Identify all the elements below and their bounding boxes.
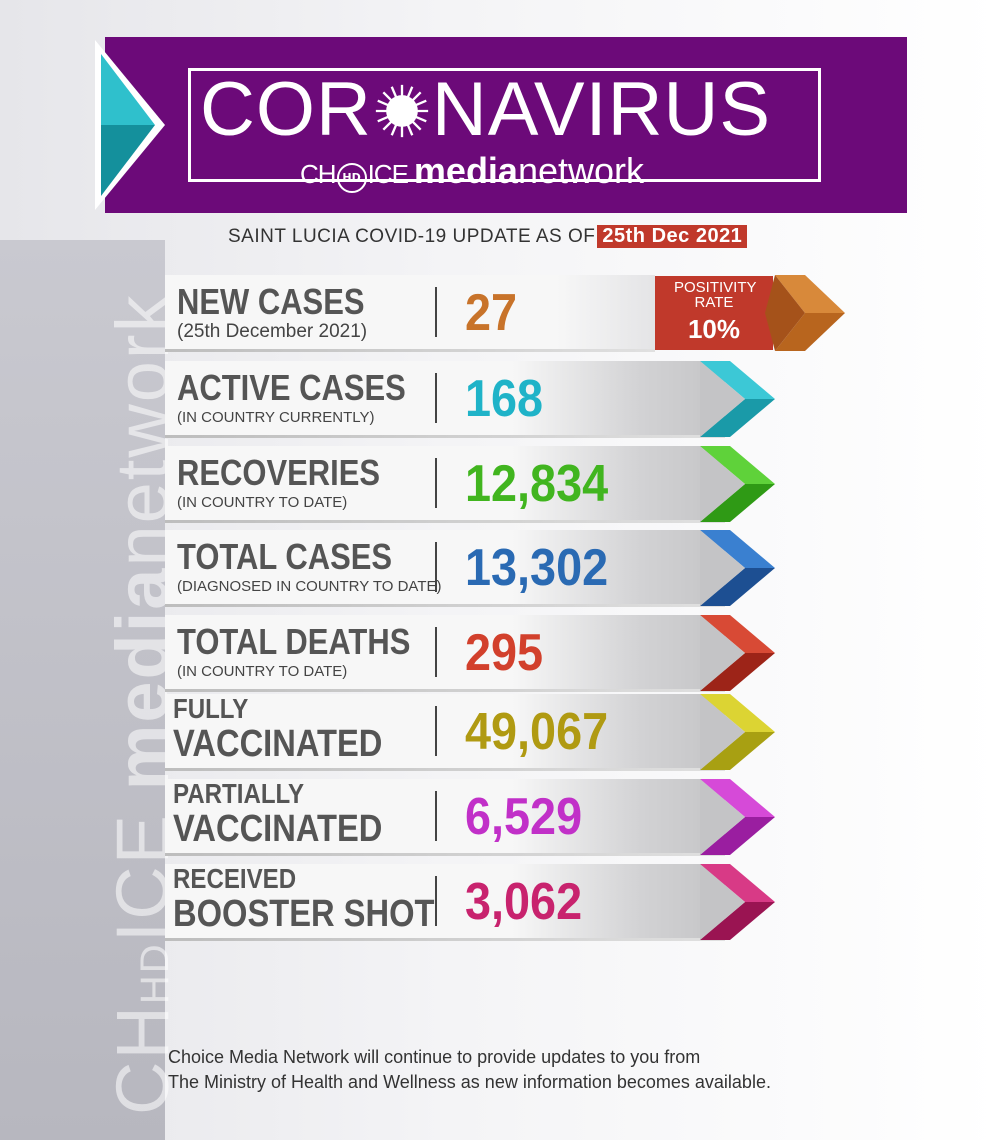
page-title: COR NAVIRUS xyxy=(200,70,810,150)
separator xyxy=(435,627,437,677)
stat-row-recoveries: RECOVERIES (IN COUNTRY TO DATE) 12,834 xyxy=(165,446,785,523)
title-part-1: COR xyxy=(200,67,372,152)
row-background xyxy=(165,446,725,520)
row-background xyxy=(165,361,725,435)
separator xyxy=(435,373,437,423)
row-background xyxy=(165,694,725,768)
brand-choice-a: CH xyxy=(300,159,337,189)
positivity-value: 10% xyxy=(687,314,741,344)
header-banner xyxy=(105,37,907,213)
title-part-2: NAVIRUS xyxy=(431,67,772,152)
update-line: SAINT LUCIA COVID-19 UPDATE AS OF 25th De… xyxy=(228,225,748,249)
chevron-right-icon xyxy=(700,864,775,940)
row-background xyxy=(165,864,725,938)
row-shadow xyxy=(165,604,725,607)
teal-arrow-icon xyxy=(95,40,165,210)
stat-row-partially-vaccinated: PARTIALLY VACCINATED 6,529 xyxy=(165,778,785,856)
watermark-hd: HD xyxy=(133,942,177,1005)
stat-label: TOTAL CASES xyxy=(177,536,393,577)
stat-label-line-2: VACCINATED xyxy=(173,808,383,850)
update-date-badge: 25th Dec 2021 xyxy=(597,225,748,248)
stat-value: 49,067 xyxy=(465,703,609,761)
chevron-right-icon xyxy=(700,615,775,691)
stat-value: 295 xyxy=(465,624,544,682)
stat-value: 27 xyxy=(465,284,518,342)
virus-icon xyxy=(375,84,429,138)
stat-value: 12,834 xyxy=(465,455,609,513)
brand-media: media xyxy=(413,150,518,191)
stat-value: 3,062 xyxy=(465,873,583,931)
stat-sublabel: (DIAGNOSED IN COUNTRY TO DATE) xyxy=(177,578,442,595)
title-frame xyxy=(188,68,821,182)
row-shadow xyxy=(165,349,655,352)
separator xyxy=(435,542,437,592)
stat-label: NEW CASES xyxy=(177,281,365,322)
chevron-right-icon xyxy=(700,446,775,522)
stat-value: 6,529 xyxy=(465,788,583,846)
stat-label: RECOVERIES xyxy=(177,452,381,493)
row-background xyxy=(165,615,725,689)
stat-row-active-cases: ACTIVE CASES (IN COUNTRY CURRENTLY) 168 xyxy=(165,361,785,438)
footer-note: Choice Media Network will continue to pr… xyxy=(168,1045,908,1095)
separator xyxy=(435,791,437,841)
stat-value: 168 xyxy=(465,370,544,428)
stat-sublabel: (25th December 2021) xyxy=(177,321,368,342)
row-background xyxy=(165,530,725,604)
row-background xyxy=(165,275,655,349)
stat-label-line-1: FULLY xyxy=(173,693,249,724)
positivity-label: POSITIVITY RATE xyxy=(674,279,757,311)
stat-sublabel: (IN COUNTRY TO DATE) xyxy=(177,663,348,680)
stat-row-total-cases: TOTAL CASES (DIAGNOSED IN COUNTRY TO DAT… xyxy=(165,530,785,607)
row-shadow xyxy=(165,435,725,438)
stat-row-booster-shot: RECEIVED BOOSTER SHOT 3,062 xyxy=(165,863,785,941)
stat-row-total-deaths: TOTAL DEATHS (IN COUNTRY TO DATE) 295 xyxy=(165,615,785,692)
chevron-right-icon xyxy=(700,530,775,606)
positivity-rate-badge: POSITIVITY RATE 10% xyxy=(655,276,773,350)
hd-badge: HD xyxy=(336,163,367,193)
stat-label-line-1: PARTIALLY xyxy=(173,778,305,809)
chevron-right-icon xyxy=(700,779,775,855)
sidebar-panel xyxy=(0,240,165,1140)
separator xyxy=(435,287,437,337)
row-shadow xyxy=(165,689,725,692)
brand-logo: CH HD ICE medianetwork xyxy=(300,150,720,194)
footer-line-2: The Ministry of Health and Wellness as n… xyxy=(168,1072,771,1092)
stat-sublabel: (IN COUNTRY CURRENTLY) xyxy=(177,409,375,426)
brand-network: network xyxy=(517,150,645,191)
update-prefix: SAINT LUCIA COVID-19 UPDATE AS OF xyxy=(228,226,596,247)
separator xyxy=(435,876,437,926)
row-background xyxy=(165,779,725,853)
stat-sublabel: (IN COUNTRY TO DATE) xyxy=(177,494,348,511)
chevron-right-icon xyxy=(700,361,775,437)
stat-row-new-cases: NEW CASES (25th December 2021) 27 xyxy=(165,275,785,352)
stat-value: 13,302 xyxy=(465,539,609,597)
footer-line-1: Choice Media Network will continue to pr… xyxy=(168,1047,701,1067)
stat-label: TOTAL DEATHS xyxy=(177,621,411,662)
stat-label-line-2: VACCINATED xyxy=(173,723,383,765)
stat-row-fully-vaccinated: FULLY VACCINATED 49,067 xyxy=(165,693,785,771)
separator xyxy=(435,458,437,508)
stat-label-line-1: RECEIVED xyxy=(173,863,297,894)
row-shadow xyxy=(165,938,725,941)
stat-label: ACTIVE CASES xyxy=(177,367,406,408)
stat-label-line-2: BOOSTER SHOT xyxy=(173,893,435,935)
chevron-right-icon xyxy=(700,694,775,770)
row-shadow xyxy=(165,520,725,523)
chevron-right-icon xyxy=(765,275,845,351)
separator xyxy=(435,706,437,756)
row-shadow xyxy=(165,768,725,771)
brand-choice-b: ICE xyxy=(367,159,409,189)
row-shadow xyxy=(165,853,725,856)
